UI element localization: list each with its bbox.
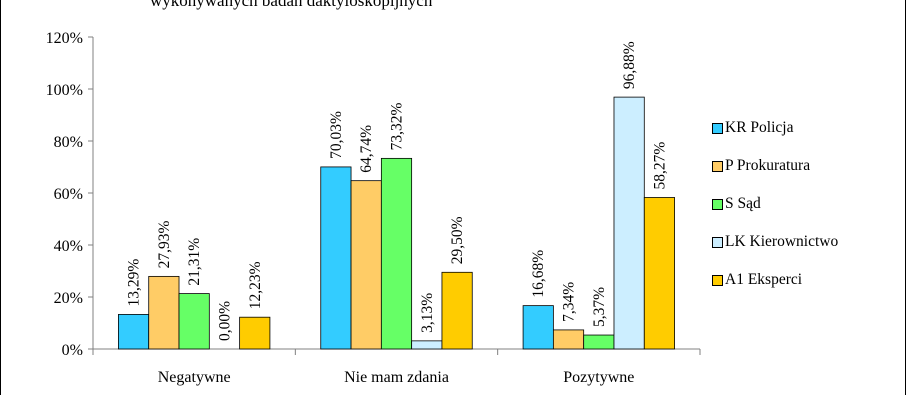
data-label: 73,32% <box>389 102 406 150</box>
bar <box>148 275 180 350</box>
bar <box>239 316 271 350</box>
data-label: 5,37% <box>591 287 608 327</box>
legend-label: P Prokuratura <box>725 157 811 174</box>
y-tick-label: 0% <box>62 342 83 359</box>
bar <box>441 271 473 350</box>
bar <box>320 166 352 350</box>
bar <box>552 329 585 350</box>
data-label: 70,03% <box>328 111 345 159</box>
data-label: 12,23% <box>247 261 264 309</box>
data-label: 27,93% <box>156 221 173 269</box>
legend-item: P Prokuratura <box>712 156 838 176</box>
data-label: 13,29% <box>126 259 143 307</box>
y-tick-label: 20% <box>54 290 83 307</box>
data-label: 58,27% <box>651 142 668 190</box>
legend-label: KR Policja <box>725 119 794 136</box>
bar <box>613 96 645 350</box>
data-label: 0,00% <box>216 301 233 341</box>
legend-swatch <box>712 122 723 134</box>
y-tick-label: 120% <box>46 30 83 47</box>
legend-swatch <box>712 198 723 210</box>
legend-swatch <box>712 160 723 172</box>
bar <box>522 305 554 350</box>
bar <box>350 180 382 350</box>
data-label: 3,13% <box>419 293 436 333</box>
category-label: Negatywne <box>158 369 231 386</box>
y-tick-label: 100% <box>46 82 83 99</box>
y-tick-label: 80% <box>54 134 83 151</box>
legend-item: S Sąd <box>712 194 838 214</box>
chart-frame-left <box>0 0 1 395</box>
bar <box>178 293 210 350</box>
data-label: 7,34% <box>561 282 578 322</box>
legend-item: LK Kierownictwo <box>712 232 838 252</box>
chart-title-partial: wykonywanych badań daktyloskopijnych <box>150 0 433 10</box>
category-label: Pozytywne <box>563 369 634 386</box>
bar <box>411 340 443 350</box>
legend: KR Policja P Prokuratura S Sąd LK Kierownic… <box>712 118 838 308</box>
bar <box>643 197 675 350</box>
legend-label: A1 Eksperci <box>725 271 803 288</box>
data-label: 16,68% <box>530 250 547 298</box>
legend-item: KR Policja <box>712 118 838 138</box>
bar <box>380 157 413 350</box>
legend-label: S Sąd <box>725 195 761 212</box>
data-label: 29,50% <box>449 216 466 264</box>
data-label: 64,74% <box>358 125 375 173</box>
data-label: 21,31% <box>186 238 203 286</box>
data-label: 96,88% <box>621 41 638 89</box>
y-tick-label: 60% <box>54 186 83 203</box>
y-tick-label: 40% <box>54 238 83 255</box>
bar <box>118 314 150 350</box>
legend-item: A1 Eksperci <box>712 270 838 290</box>
legend-swatch <box>712 236 723 248</box>
legend-label: LK Kierownictwo <box>725 233 839 250</box>
category-label: Nie mam zdania <box>344 369 449 386</box>
legend-swatch <box>712 274 723 286</box>
bar <box>583 334 615 350</box>
